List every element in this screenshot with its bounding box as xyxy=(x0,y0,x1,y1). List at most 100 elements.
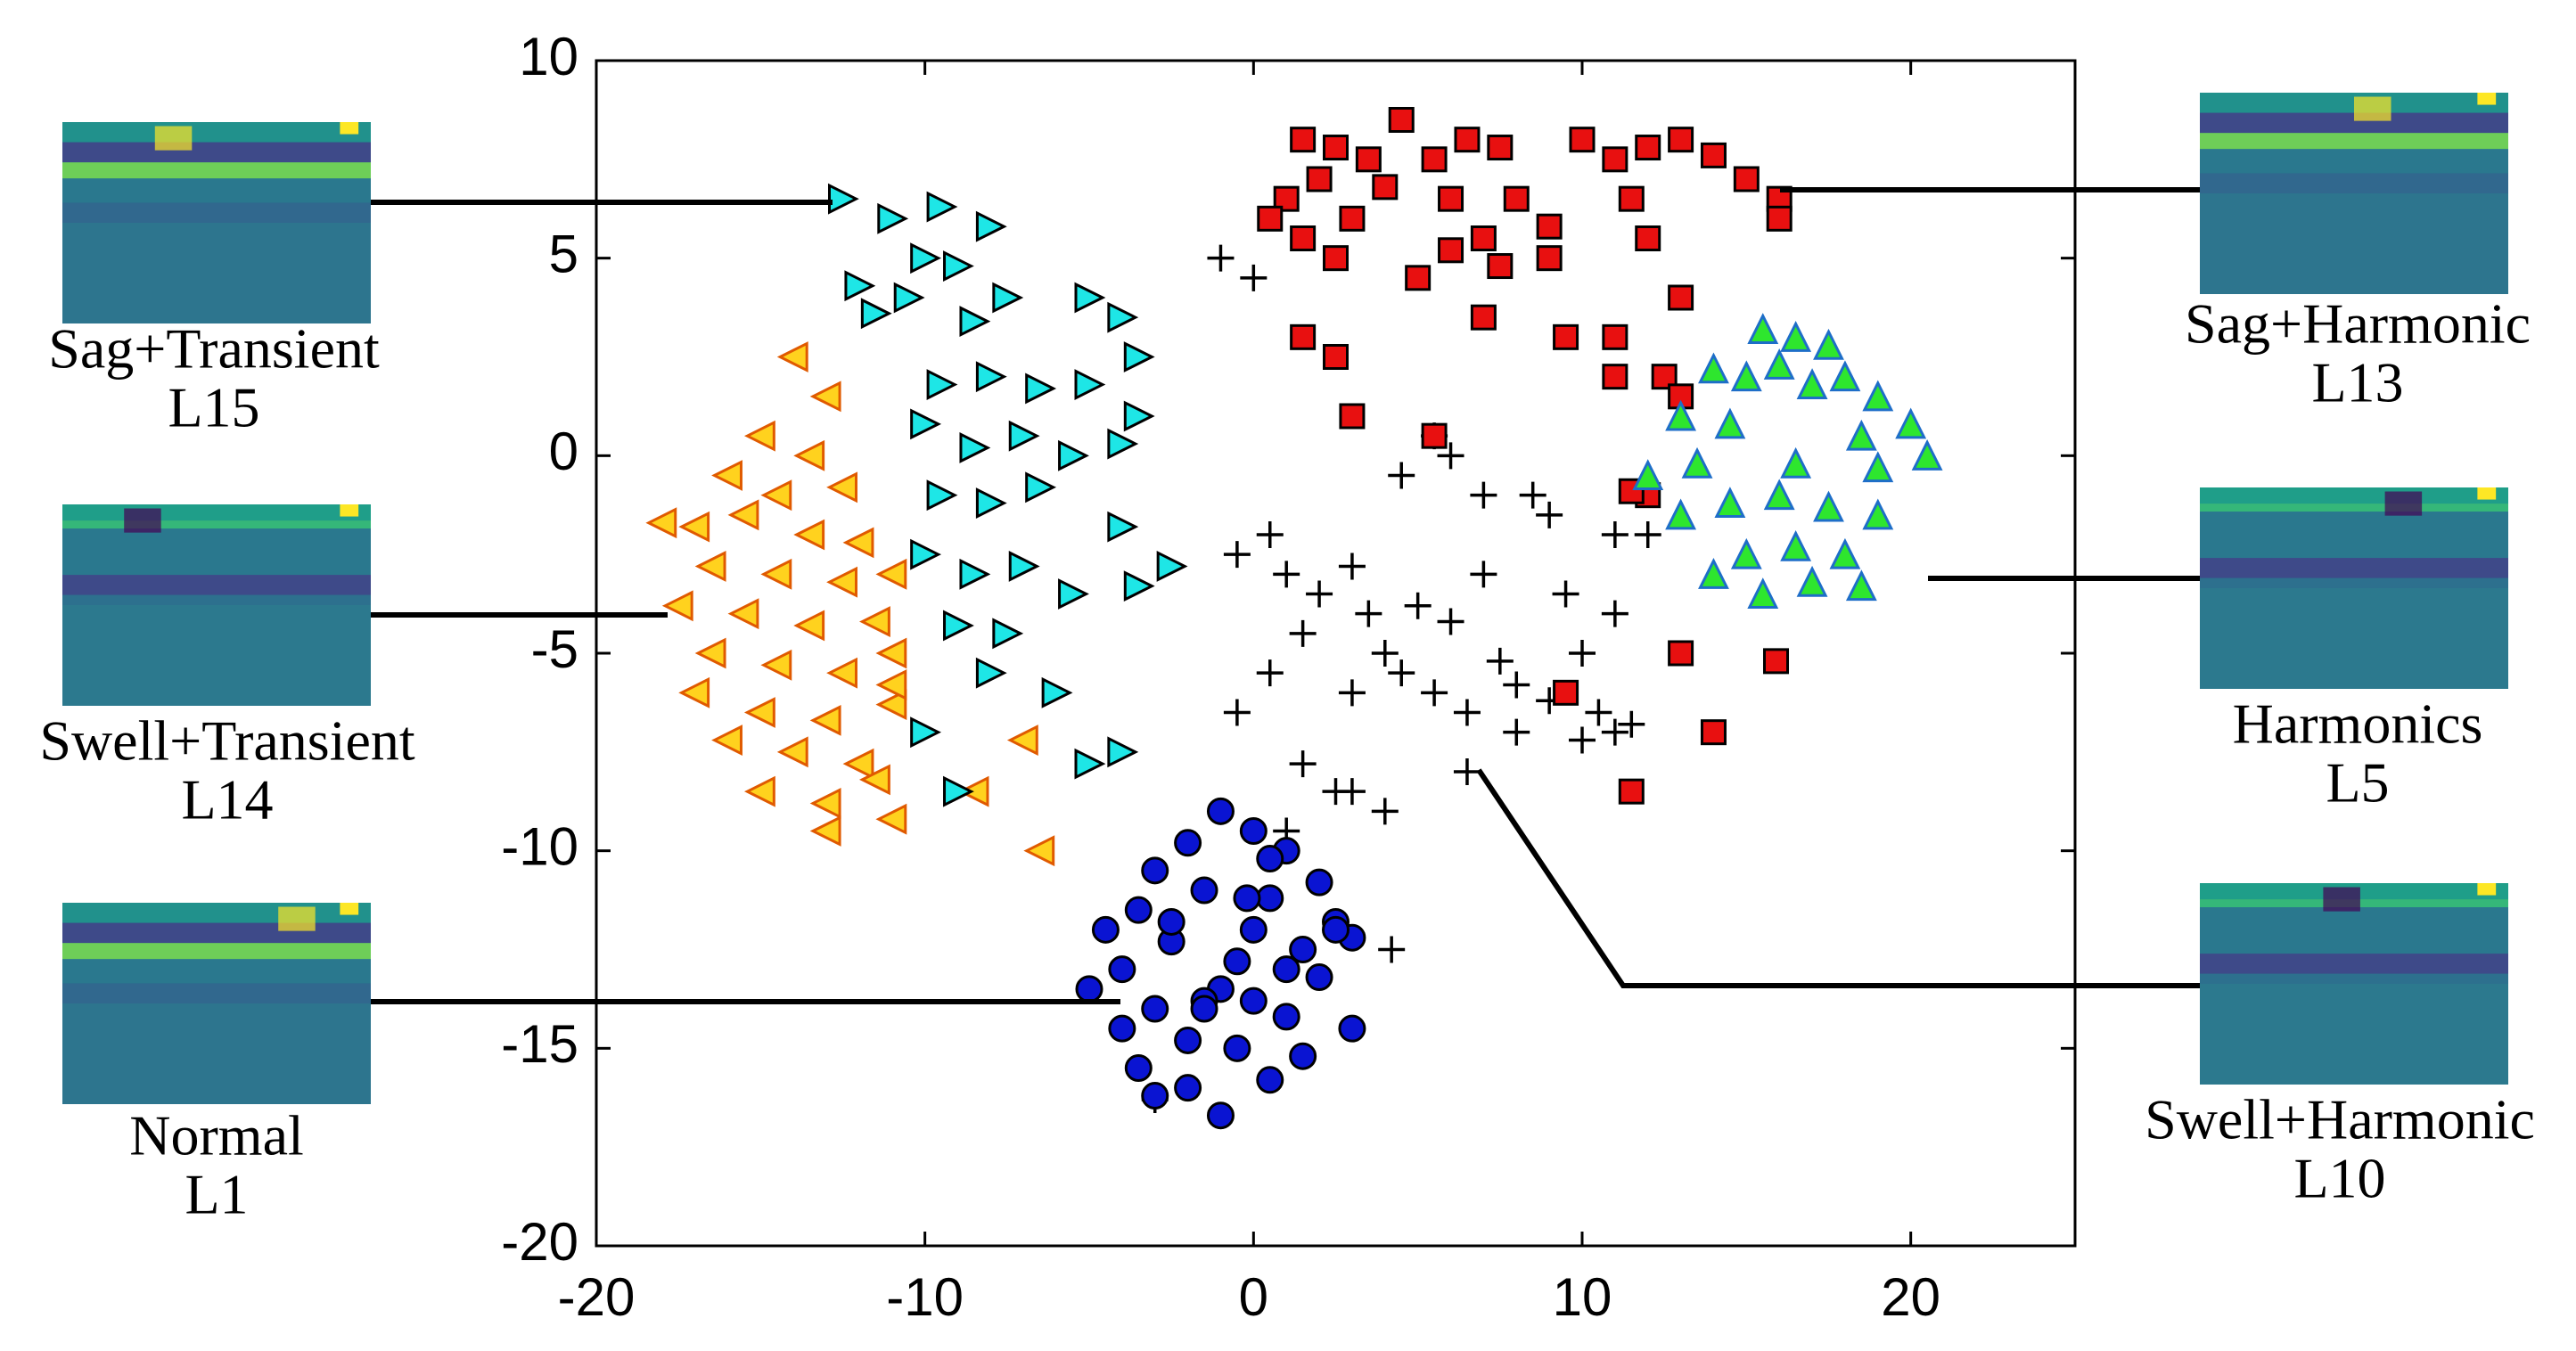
point xyxy=(1470,561,1497,588)
point xyxy=(1355,600,1382,627)
point xyxy=(1223,541,1251,569)
point xyxy=(1404,592,1432,619)
thumbnail xyxy=(2200,93,2508,294)
point xyxy=(1273,561,1300,588)
point xyxy=(743,420,775,452)
point xyxy=(959,306,991,338)
class-name: Swell+Transient xyxy=(39,709,415,773)
thumbnail-spot xyxy=(154,126,193,151)
point xyxy=(1845,569,1877,602)
thumbnail-spot xyxy=(2477,93,2497,105)
point xyxy=(809,381,841,413)
point xyxy=(1552,580,1579,608)
point xyxy=(1421,422,1448,449)
point xyxy=(1602,323,1628,350)
thumbnail-spot xyxy=(340,504,359,517)
y-tick-label: -20 xyxy=(501,1212,578,1272)
point xyxy=(1698,352,1729,384)
point xyxy=(1223,1034,1251,1062)
class-name: Harmonics xyxy=(2233,692,2483,756)
point xyxy=(1223,699,1251,726)
point xyxy=(1487,135,1514,161)
point xyxy=(760,649,792,681)
point xyxy=(826,566,857,598)
point xyxy=(809,815,841,847)
y-tick-label: -15 xyxy=(501,1014,578,1074)
thumbnail xyxy=(62,903,371,1104)
point xyxy=(959,432,991,463)
thumbnail-spot xyxy=(340,122,359,135)
class-code: L1 xyxy=(185,1163,248,1226)
class-code: L14 xyxy=(181,768,273,831)
point xyxy=(1618,710,1645,738)
point xyxy=(1553,679,1579,706)
point xyxy=(1025,471,1057,504)
point xyxy=(743,697,775,728)
point xyxy=(809,788,841,819)
point xyxy=(678,511,710,543)
point xyxy=(1141,856,1169,885)
series xyxy=(828,183,1188,807)
point xyxy=(1569,726,1596,754)
point xyxy=(1157,907,1185,936)
point xyxy=(875,669,907,700)
point xyxy=(1256,1066,1284,1094)
thumbnail-band xyxy=(2200,112,2508,134)
point xyxy=(1290,127,1317,153)
thumbnail-band xyxy=(62,142,371,163)
point xyxy=(1025,373,1057,405)
point xyxy=(694,551,726,582)
point xyxy=(1239,915,1267,944)
thumbnail-band xyxy=(62,959,371,984)
point xyxy=(1207,244,1235,272)
point xyxy=(875,689,907,721)
thumbnail-band xyxy=(62,1003,371,1104)
point xyxy=(1289,936,1317,963)
point xyxy=(1665,399,1697,431)
series xyxy=(645,341,1055,867)
point xyxy=(1338,679,1366,707)
plot-area xyxy=(595,59,2075,1248)
point xyxy=(1371,640,1399,667)
x-tick-label: 20 xyxy=(1881,1267,1940,1327)
point xyxy=(1339,205,1366,232)
point xyxy=(1569,127,1596,153)
point xyxy=(1862,498,1894,530)
point xyxy=(1233,884,1261,913)
thumbnail-spot xyxy=(2384,491,2423,516)
y-tick-label: 10 xyxy=(519,27,578,86)
thumbnail-spot xyxy=(2477,883,2497,896)
point xyxy=(1338,553,1366,580)
point xyxy=(1714,407,1746,439)
point xyxy=(1388,107,1415,133)
point xyxy=(727,499,759,531)
point xyxy=(992,282,1024,314)
point xyxy=(1747,313,1779,344)
x-tick-label: 0 xyxy=(1239,1267,1268,1327)
point xyxy=(1911,438,1943,471)
point xyxy=(1813,328,1844,360)
point xyxy=(727,598,759,630)
thumbnail-spot xyxy=(278,906,316,931)
thumbnail-band xyxy=(62,178,371,203)
point xyxy=(1503,671,1530,699)
point xyxy=(943,610,974,642)
point xyxy=(1601,600,1628,627)
point xyxy=(1206,1101,1235,1130)
point xyxy=(1437,608,1464,635)
point xyxy=(1206,797,1235,825)
point xyxy=(975,487,1007,519)
point xyxy=(1632,459,1664,490)
point xyxy=(1470,481,1497,509)
point xyxy=(1075,975,1103,1003)
point xyxy=(1470,304,1497,331)
thumbnail-spot xyxy=(124,508,161,533)
point xyxy=(1634,521,1661,548)
point xyxy=(1895,407,1927,439)
thumbnail-band xyxy=(2200,193,2508,294)
point xyxy=(1487,253,1514,280)
point xyxy=(826,471,857,504)
thumbnail xyxy=(2200,487,2508,689)
point xyxy=(1239,987,1267,1015)
